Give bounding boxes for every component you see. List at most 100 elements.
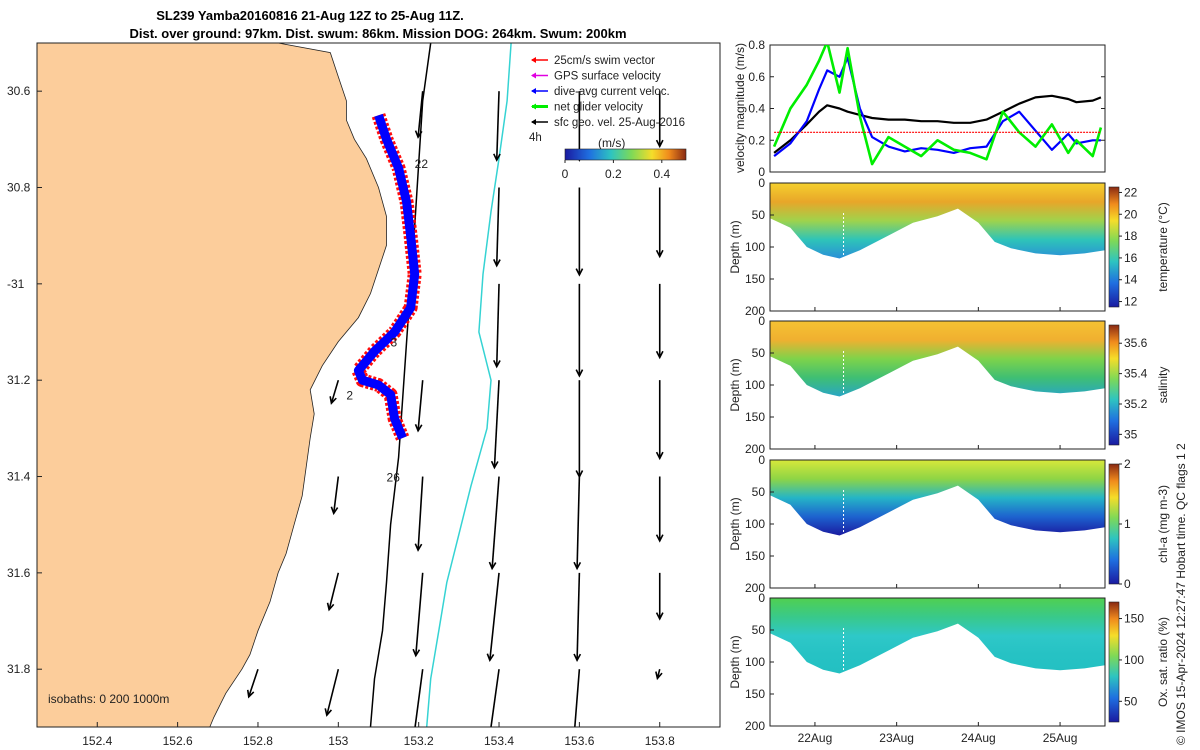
section-y-tick-label: 200 bbox=[745, 442, 765, 456]
section-colorbar bbox=[1108, 324, 1120, 446]
geo-vector-head bbox=[326, 602, 335, 612]
section-x-tick-label: 23Aug bbox=[879, 731, 914, 745]
section-cbar-tick-label: 2 bbox=[1124, 457, 1131, 471]
geo-vector-shaft bbox=[417, 91, 424, 138]
geo-vector-head bbox=[655, 534, 664, 543]
legend-arrow-head bbox=[531, 103, 536, 110]
section-y-tick-label: 150 bbox=[745, 687, 765, 701]
velocity-y-ticks: 0 0.2 0.4 0.6 0.8 bbox=[748, 38, 1105, 179]
land-mass bbox=[37, 43, 387, 727]
geo-vector-shaft bbox=[248, 668, 259, 698]
map-x-tick-label: 152.8 bbox=[243, 734, 273, 748]
map-x-tick-label: 153 bbox=[328, 734, 348, 748]
section-cbar-tick-label: 0 bbox=[1124, 577, 1131, 591]
section-x-tick-label: 22Aug bbox=[798, 731, 833, 745]
geo-vector-shaft bbox=[489, 572, 500, 661]
map-y-ticks: 30.6 30.8 -31 31.2 31.4 31.6 31.8 bbox=[7, 84, 42, 676]
velocity-panel: 0 0.2 0.4 0.6 0.8 velocity magnitude (m/s) bbox=[733, 38, 1106, 179]
geo-vector-shaft bbox=[417, 476, 424, 551]
section-data-field bbox=[770, 183, 1105, 259]
geo-vector-head bbox=[412, 648, 421, 658]
section-y-tick-label: 100 bbox=[745, 378, 765, 392]
section-colorbar bbox=[1108, 186, 1120, 308]
geo-vector-head bbox=[486, 653, 495, 663]
map-colorbar-ticks: 0 0.2 0.4 bbox=[562, 160, 670, 181]
geo-vector-head bbox=[330, 506, 339, 516]
geo-vector-24 bbox=[655, 91, 664, 149]
geo-vector-2 bbox=[329, 379, 340, 405]
section-y-tick-label: 50 bbox=[752, 623, 766, 637]
map-y-tick-label: 30.8 bbox=[7, 181, 31, 195]
geo-vector-head bbox=[573, 653, 582, 663]
section-cbar-tick-label: 35.2 bbox=[1124, 397, 1148, 411]
isobath-1000m bbox=[425, 43, 512, 727]
geo-vector-shaft bbox=[491, 476, 500, 569]
legend-entry-3: net glider velocity bbox=[531, 102, 643, 114]
section-ylabel: Depth (m) bbox=[728, 635, 742, 688]
map-cbar-tick-label: 0 bbox=[562, 167, 569, 181]
map-frame bbox=[36, 42, 721, 728]
section-y-tick-label: 100 bbox=[745, 517, 765, 531]
geo-vector-28 bbox=[655, 476, 664, 543]
map-y-tick-label: 31.4 bbox=[7, 470, 31, 484]
geo-vector-shaft bbox=[414, 669, 424, 727]
geo-vector-head bbox=[414, 543, 423, 552]
section-cbar-tick-label: 18 bbox=[1124, 229, 1138, 243]
section-y-tick-label: 100 bbox=[745, 655, 765, 669]
geo-vector-head bbox=[655, 139, 664, 149]
geo-vector-shaft bbox=[326, 669, 340, 716]
geo-vector-shaft bbox=[328, 572, 340, 610]
legend-label: GPS surface velocity bbox=[554, 71, 661, 83]
geo-vector-shaft bbox=[493, 380, 500, 468]
geo-vector-4 bbox=[326, 572, 340, 612]
geo-vector-18 bbox=[575, 187, 584, 277]
legend-entry-2: dive-avg current veloc. bbox=[531, 86, 670, 98]
geo-vector-15 bbox=[486, 572, 500, 663]
section-data-field bbox=[770, 598, 1105, 674]
geo-vector-5 bbox=[324, 669, 340, 717]
geo-vector-head bbox=[493, 259, 501, 268]
legend-arrow-head bbox=[531, 72, 536, 79]
map-legend: 25cm/s swim vector GPS surface velocity di… bbox=[531, 55, 685, 129]
geo-vector-26 bbox=[655, 283, 664, 360]
section-cbar-tick-label: 16 bbox=[1124, 251, 1138, 265]
dive-avg-vectors bbox=[353, 113, 420, 440]
geo-vector-14 bbox=[488, 476, 500, 571]
section-cbar-tick-label: 1 bbox=[1124, 517, 1131, 531]
section-ylabel: Depth (m) bbox=[728, 220, 742, 273]
map-y-tick-label: 30.6 bbox=[7, 84, 31, 98]
velocity-y-tick-label: 0.8 bbox=[748, 38, 765, 52]
section-y-tick-label: 50 bbox=[752, 208, 766, 222]
day-labels: 22 3 2 26 bbox=[346, 157, 428, 484]
map-x-tick-label: 152.4 bbox=[82, 734, 112, 748]
geo-vector-12 bbox=[493, 283, 501, 369]
geo-vector-head bbox=[246, 689, 255, 699]
map-x-tick-label: 152.6 bbox=[163, 734, 193, 748]
velocity-ylabel: velocity magnitude (m/s) bbox=[733, 43, 747, 173]
geo-vector-head bbox=[575, 268, 584, 277]
legend-label: 25cm/s swim vector bbox=[554, 55, 655, 67]
section-cbar-tick-label: 22 bbox=[1124, 185, 1138, 199]
velocity-lines bbox=[772, 45, 1103, 166]
velocity-y-tick-label: 0.6 bbox=[748, 70, 765, 84]
section-x-tick-label: 24Aug bbox=[961, 731, 996, 745]
geo-vector-29 bbox=[655, 572, 664, 621]
geo-vector-shaft bbox=[414, 572, 424, 656]
geo-vector-27 bbox=[655, 380, 664, 461]
geo-vector-shaft bbox=[490, 669, 500, 727]
section-panel-1: 0 50 100 150 200 Depth (m) 35 35.2 35.4 35.6 salin… bbox=[728, 314, 1170, 456]
title-line-2: Dist. over ground: 97km. Dist. swum: 86k… bbox=[129, 26, 626, 41]
section-data-field bbox=[770, 460, 1105, 536]
section-y-tick-label: 200 bbox=[745, 719, 765, 733]
geo-vector-head bbox=[655, 612, 664, 621]
legend-label: dive-avg current veloc. bbox=[554, 86, 670, 98]
map-x-tick-label: 153.6 bbox=[564, 734, 594, 748]
geo-vector-8 bbox=[412, 572, 424, 658]
map-y-tick-label: 31.8 bbox=[7, 662, 31, 676]
section-data-field bbox=[770, 321, 1105, 397]
geo-vector-9 bbox=[414, 669, 424, 727]
section-y-tick-label: 150 bbox=[745, 549, 765, 563]
section-x-tick-label: 25Aug bbox=[1043, 731, 1078, 745]
